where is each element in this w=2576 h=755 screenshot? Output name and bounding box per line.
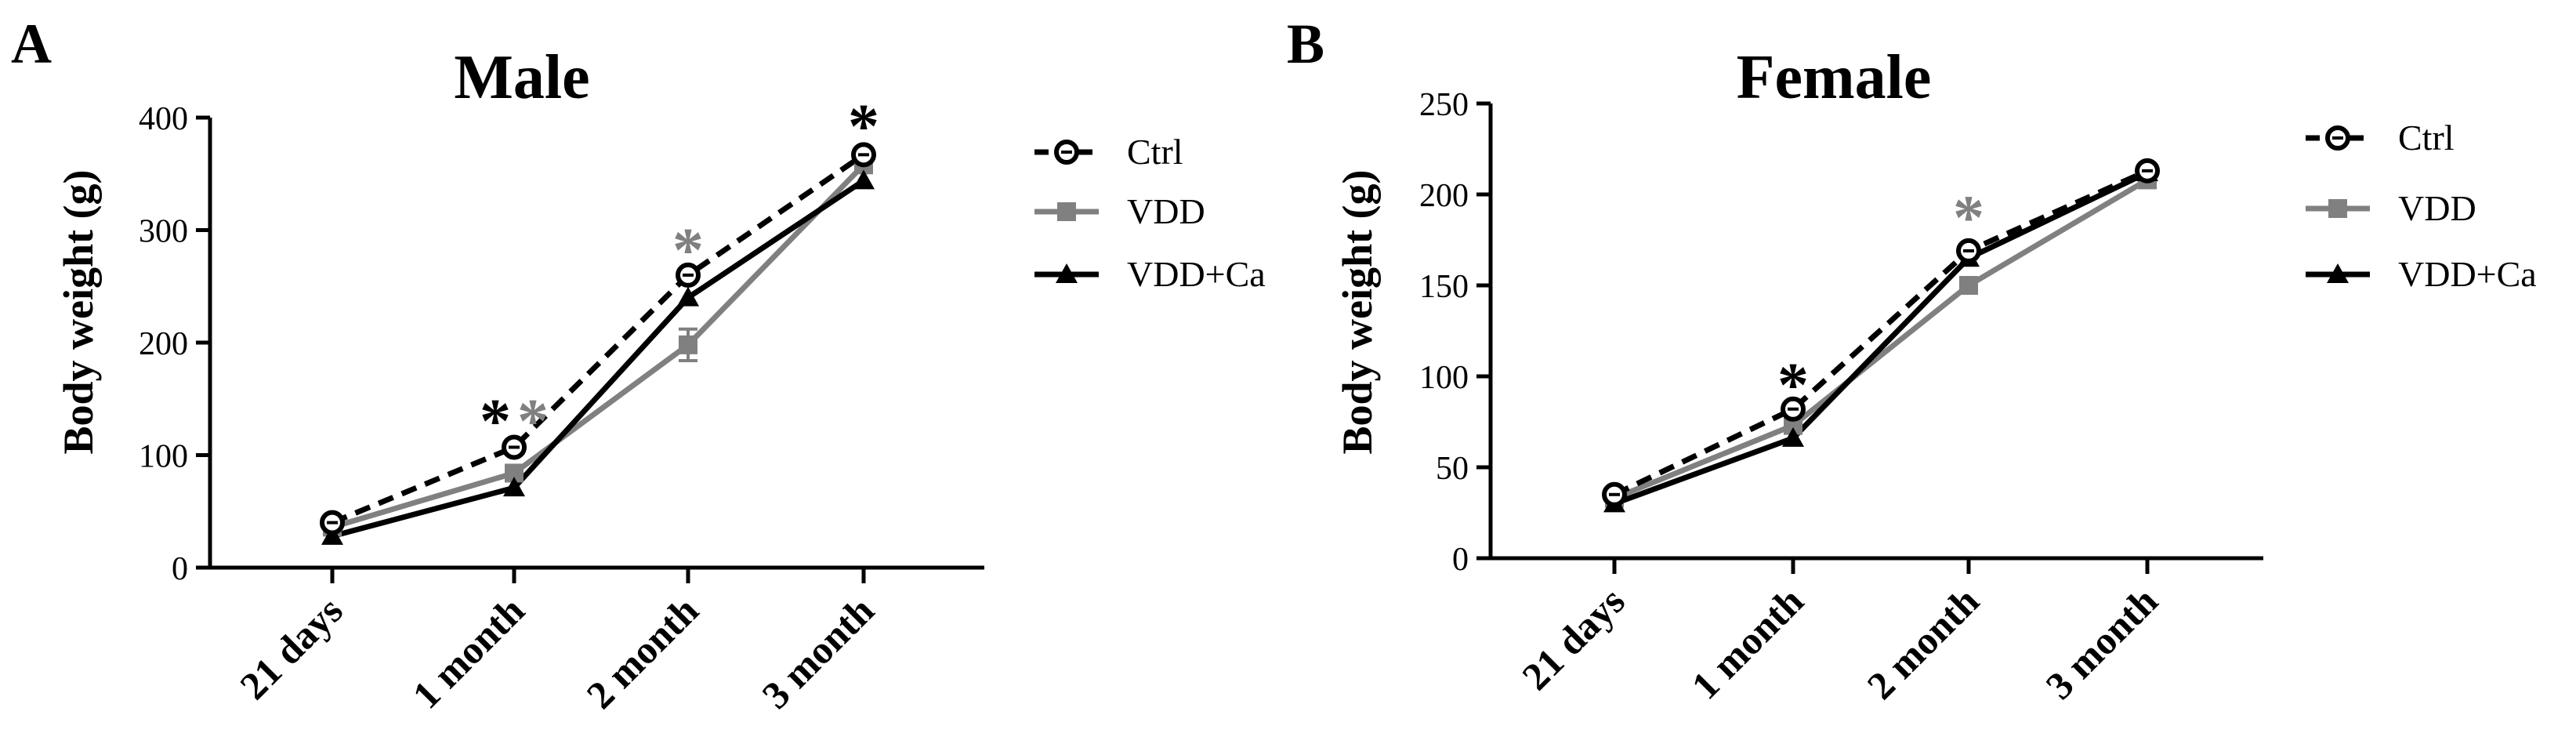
legend-label: Ctrl — [2398, 118, 2455, 158]
y-axis-label-male: Body weight (g) — [55, 170, 102, 455]
data-point-triangle — [853, 169, 875, 190]
chart-title-female: Female — [1737, 43, 1932, 112]
x-tick-label: 1 month — [1683, 579, 1811, 707]
panel-male: A Male Body weight (g) 0 100 200 300 400 21 d… — [11, 13, 1266, 717]
y-tick-label: 200 — [1419, 178, 1469, 214]
significance-asterisk: * — [517, 387, 549, 456]
series-line-ctrl — [331, 152, 865, 525]
data-point-triangle — [677, 286, 699, 307]
y-tick-label: 300 — [139, 214, 188, 250]
legend-label: VDD — [2398, 188, 2476, 228]
y-tick-label: 50 — [1436, 451, 1469, 487]
legend-label: VDD+Ca — [1127, 254, 1266, 294]
x-tick-label: 21 days — [1513, 579, 1633, 699]
chart-title-male: Male — [454, 43, 589, 112]
plot-area-female: 0 50 100 150 200 250 21 days 1 month 2 month 3 mo… — [1419, 87, 2263, 708]
significance-asterisk: * — [480, 387, 511, 456]
data-point-triangle — [503, 477, 525, 497]
panel-label-a: A — [11, 13, 52, 75]
legend-marker-square — [1057, 202, 1076, 221]
legend-label: VDD — [1127, 191, 1205, 231]
x-tick-label: 3 month — [2037, 579, 2165, 707]
x-tick-label: 1 month — [404, 588, 532, 717]
y-tick-label: 0 — [1452, 542, 1469, 578]
x-tick-label: 2 month — [578, 588, 706, 717]
plot-area-male: 0 100 200 300 400 21 days 1 month 2 month 3 mont… — [139, 93, 984, 717]
y-tick-label: 400 — [139, 101, 188, 137]
y-tick-label: 150 — [1419, 269, 1469, 305]
legend-marker-triangle — [1056, 263, 1078, 283]
significance-asterisk: * — [1953, 184, 1984, 253]
y-tick-label: 250 — [1419, 87, 1469, 123]
series-line-vdd — [1613, 177, 2149, 501]
y-tick-label: 100 — [1419, 360, 1469, 396]
series-line-vdd-ca — [1613, 170, 2149, 506]
y-axis-label-female: Body weight (g) — [1334, 170, 1381, 455]
significance-asterisk: * — [848, 93, 879, 162]
legend-male: Ctrl VDD VDD+Ca — [1034, 132, 1266, 294]
legend-marker-square — [2328, 199, 2347, 218]
panel-female: B Female Body weight (g) 0 50 100 150 200 250… — [1287, 13, 2537, 708]
panel-label-b: B — [1287, 13, 1324, 75]
legend-label: Ctrl — [1127, 132, 1183, 172]
data-point-square — [1959, 276, 1978, 295]
series-line-vdd-ca — [332, 178, 865, 539]
legend-female: Ctrl VDD VDD+Ca — [2306, 118, 2537, 294]
y-tick-label: 200 — [139, 326, 188, 362]
y-tick-label: 0 — [172, 551, 188, 587]
legend-label: VDD+Ca — [2398, 254, 2537, 294]
significance-asterisk: * — [1777, 351, 1809, 420]
series-line-ctrl — [1613, 168, 2149, 497]
data-point-triangle — [1782, 427, 1804, 447]
data-point-square — [679, 335, 697, 354]
x-tick-label: 3 month — [753, 588, 882, 717]
x-tick-label: 2 month — [1858, 579, 1987, 707]
series-line-vdd — [332, 162, 866, 530]
x-tick-label: 21 days — [231, 588, 351, 708]
significance-asterisk: * — [672, 216, 704, 285]
y-tick-label: 100 — [139, 439, 188, 475]
legend-marker-triangle — [2327, 263, 2349, 283]
